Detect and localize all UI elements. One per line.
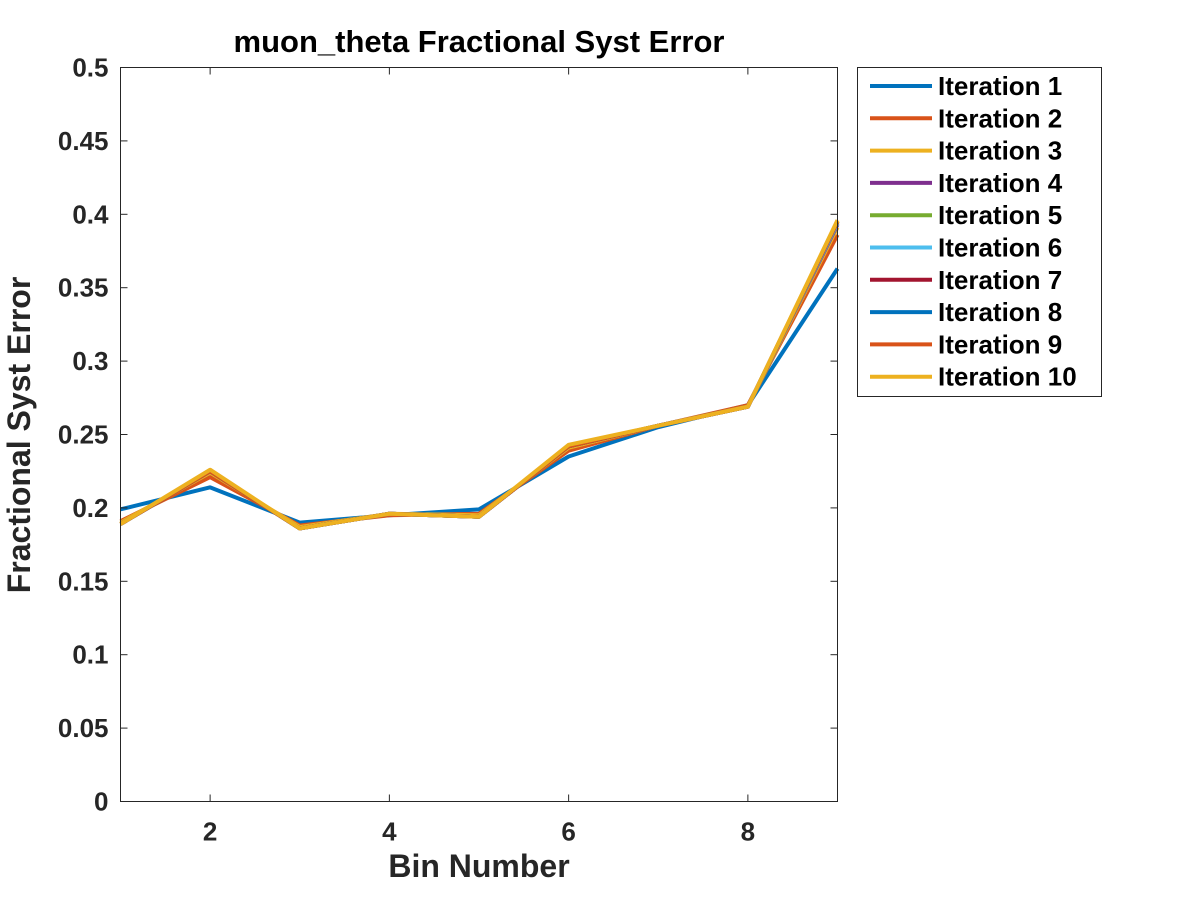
plot-lines xyxy=(119,219,840,531)
y-tick-label: 0.3 xyxy=(72,346,108,376)
legend-item: Iteration 2 xyxy=(870,103,1062,133)
x-tick-label: 6 xyxy=(561,817,575,847)
y-tick-label: 0.05 xyxy=(58,713,109,743)
legend-label: Iteration 3 xyxy=(938,136,1062,166)
plot-area-frame xyxy=(120,67,838,802)
legend-item: Iteration 3 xyxy=(870,136,1062,166)
legend-label: Iteration 8 xyxy=(938,297,1062,327)
series-line-10 xyxy=(119,219,840,531)
legend-item: Iteration 9 xyxy=(870,329,1062,359)
y-axis-ticks: 0 0.05 0.1 0.15 0.2 0.25 0.3 0.35 0.4 0.45 0.5 xyxy=(58,53,838,817)
legend-item: Iteration 6 xyxy=(870,233,1062,263)
legend-label: Iteration 4 xyxy=(938,168,1063,198)
x-tick-label: 8 xyxy=(741,817,755,847)
y-tick-label: 0.5 xyxy=(72,53,108,83)
y-tick-label: 0.4 xyxy=(72,199,109,229)
legend-item: Iteration 4 xyxy=(870,168,1063,198)
legend-item: Iteration 5 xyxy=(870,200,1062,230)
y-tick-label: 0.15 xyxy=(58,566,109,596)
legend-label: Iteration 2 xyxy=(938,103,1062,133)
legend-item: Iteration 1 xyxy=(870,71,1062,101)
legend-label: Iteration 1 xyxy=(938,71,1062,101)
legend-label: Iteration 5 xyxy=(938,200,1062,230)
y-tick-label: 0 xyxy=(94,787,108,817)
legend-item: Iteration 10 xyxy=(870,362,1077,392)
x-axis-ticks: 2 4 6 8 xyxy=(203,67,755,847)
legend-item: Iteration 8 xyxy=(870,297,1062,327)
legend-box xyxy=(857,67,1102,397)
y-tick-label: 0.25 xyxy=(58,420,109,450)
y-tick-label: 0.2 xyxy=(72,493,108,523)
y-tick-label: 0.1 xyxy=(72,640,108,670)
legend-label: Iteration 6 xyxy=(938,233,1062,263)
legend-label: Iteration 10 xyxy=(938,362,1077,392)
y-axis-label: Fractional Syst Error xyxy=(1,277,37,594)
y-tick-label: 0.35 xyxy=(58,273,109,303)
legend-label: Iteration 9 xyxy=(938,329,1062,359)
legend-item: Iteration 7 xyxy=(870,265,1062,295)
y-tick-label: 0.45 xyxy=(58,126,109,156)
legend-label: Iteration 7 xyxy=(938,265,1062,295)
x-tick-label: 4 xyxy=(382,817,397,847)
x-axis-label: Bin Number xyxy=(388,848,569,884)
x-tick-label: 2 xyxy=(203,817,217,847)
chart-title: muon_theta Fractional Syst Error xyxy=(234,24,725,59)
